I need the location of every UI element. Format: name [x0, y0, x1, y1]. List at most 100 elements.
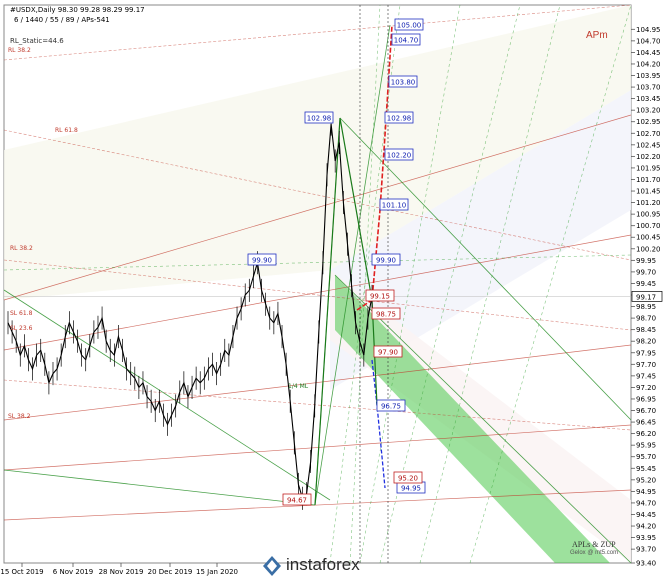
red-dashed-line [3, 129, 632, 261]
green-dashed-line [329, 4, 401, 564]
y-tick-label: 97.70 [636, 361, 656, 369]
level-label: RL 61.8 [55, 127, 78, 134]
level-label: SL 61.8 [10, 310, 33, 317]
y-tick-label: 104.20 [636, 60, 661, 68]
settings-line: 6 / 1440 / 55 / 89 / APs-541 [14, 16, 110, 24]
blue-price-box [304, 111, 334, 124]
y-tick-label: 96.70 [636, 407, 656, 415]
red-price-label: 95.20 [398, 475, 418, 483]
y-tick-label: 99.70 [636, 268, 656, 276]
blue-price-label: 94.95 [401, 485, 421, 493]
green-fork-line [3, 289, 331, 501]
blue-price-label: 99.90 [252, 257, 272, 265]
y-tick-label: 100.45 [636, 234, 661, 242]
blue-price-box [247, 253, 277, 266]
blue-price-label: 102.98 [387, 115, 412, 123]
green-channel [335, 275, 610, 563]
y-tick-label: 95.70 [636, 453, 656, 461]
blue-price-box [388, 75, 418, 88]
x-tick-label: 28 Nov 2019 [99, 568, 144, 576]
lavender-channel [330, 90, 631, 390]
y-tick-label: 98.95 [636, 303, 656, 311]
level-label: RL 38.2 [8, 47, 31, 54]
blue-price-box [379, 198, 409, 211]
y-tick-label: 104.45 [636, 49, 661, 57]
symbol-line: #USDX,Daily 98.30 99.28 98.29 99.17 [10, 6, 145, 14]
red-median-line [3, 344, 632, 421]
y-tick-label: 97.95 [636, 349, 656, 357]
y-tick-label: 94.45 [636, 511, 656, 519]
red-dashed-line [3, 259, 632, 331]
red-price-label: 98.75 [376, 311, 396, 319]
blue-price-box [371, 253, 401, 266]
current-price-label: 99.17 [636, 293, 656, 301]
x-tick-label: 20 Dec 2019 [148, 568, 193, 576]
y-tick-label: 94.70 [636, 499, 656, 507]
apm-label: APm [586, 30, 608, 41]
green-dashed-line [359, 4, 461, 564]
y-tick-label: 97.20 [636, 384, 656, 392]
red-median-line [3, 424, 632, 471]
y-tick-label: 95.45 [636, 465, 656, 473]
instaforex-logo: instaforex [262, 552, 380, 580]
red-median-line [3, 489, 632, 521]
y-tick-label: 102.70 [636, 130, 661, 138]
blue-price-box [391, 33, 421, 46]
signature-line-1: APLs & ZUP [572, 540, 616, 549]
y-tick-label: 103.20 [636, 107, 661, 115]
green-fork-line [314, 24, 391, 506]
level-label: RL 38.2 [10, 245, 33, 252]
signature-line-2: Gelox @ mt5.com [570, 550, 619, 556]
y-tick-label: 96.20 [636, 430, 656, 438]
blue-price-label: 102.98 [307, 115, 332, 123]
blue-price-box [394, 18, 424, 31]
x-tick-label: 15 Jan 2020 [196, 568, 238, 576]
red-price-box [282, 493, 312, 506]
instaforex-watermark: instaforex [286, 555, 360, 574]
y-tick-label: 99.45 [636, 280, 656, 288]
y-tick-label: 100.70 [636, 222, 661, 230]
light-channel [4, 5, 631, 300]
y-tick-label: 104.95 [636, 26, 661, 34]
y-tick-label: 95.20 [636, 476, 656, 484]
y-tick-label: 98.45 [636, 326, 656, 334]
red-price-box [371, 307, 401, 320]
red-price-box [365, 289, 395, 302]
green-dashed-line [469, 4, 632, 564]
y-tick-label: 93.95 [636, 534, 656, 542]
blue-price-label: 102.20 [387, 152, 412, 160]
y-tick-label: 96.95 [636, 395, 656, 403]
blue-price-box [384, 148, 414, 161]
green-dashed-line [3, 254, 632, 271]
price-series-line [7, 123, 373, 500]
level-label: 1/4 ML [288, 383, 309, 390]
y-tick-label: 103.70 [636, 84, 661, 92]
y-tick-label: 97.45 [636, 372, 656, 380]
blue-price-label: 105.00 [397, 22, 422, 30]
instaforex-logo-icon [263, 556, 281, 576]
x-tick-label: 15 Oct 2019 [0, 568, 43, 576]
y-tick-label: 98.70 [636, 315, 656, 323]
blue-price-box [384, 111, 414, 124]
y-tick-label: 102.45 [636, 141, 661, 149]
red-price-label: 97.90 [378, 349, 398, 357]
y-tick-label: 102.95 [636, 118, 661, 126]
current-price-box [631, 291, 663, 302]
red-price-box [393, 471, 423, 484]
y-tick-label: 102.20 [636, 153, 661, 161]
red-price-label: 94.67 [287, 497, 307, 505]
green-fork-line [339, 117, 632, 421]
x-tick-label: 6 Nov 2019 [53, 568, 93, 576]
y-tick-label: 94.20 [636, 523, 656, 531]
blue-price-label: 99.90 [376, 257, 396, 265]
red-price-label: 99.15 [370, 293, 390, 301]
y-tick-label: 99.95 [636, 257, 656, 265]
red-median-line [3, 114, 632, 301]
blue-price-label: 101.10 [382, 202, 407, 210]
blue-price-box [376, 399, 406, 412]
red-price-box [373, 345, 403, 358]
y-tick-label: 101.45 [636, 188, 661, 196]
y-tick-label: 103.45 [636, 95, 661, 103]
y-tick-label: 98.20 [636, 338, 656, 346]
y-tick-label: 101.20 [636, 199, 661, 207]
